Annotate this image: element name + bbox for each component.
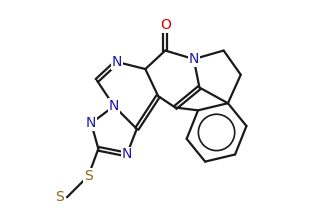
Text: N: N: [109, 99, 119, 113]
Text: N: N: [122, 147, 132, 161]
Text: N: N: [86, 116, 96, 130]
Text: N: N: [189, 52, 199, 66]
Text: S: S: [84, 169, 93, 183]
Text: O: O: [160, 18, 171, 32]
Text: N: N: [112, 55, 122, 69]
Text: S: S: [55, 190, 64, 204]
